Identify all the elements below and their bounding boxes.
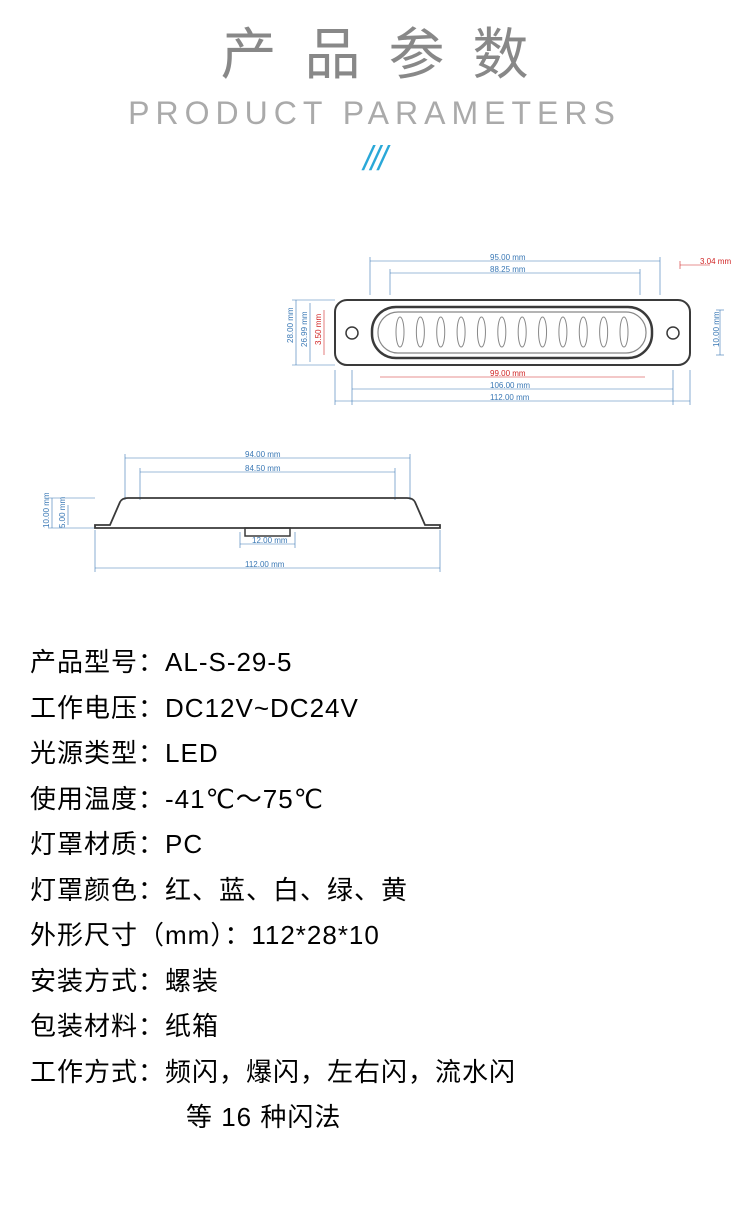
spec-label: 工作方式： xyxy=(30,1057,165,1087)
spec-label: 灯罩材质： xyxy=(30,829,165,859)
dim-left2: 26.99 mm xyxy=(300,311,309,347)
front-view-svg xyxy=(280,255,740,415)
spec-row: 光源类型：LED xyxy=(30,731,720,777)
dim-top1: 95.00 mm xyxy=(490,253,526,262)
spec-value: 螺装 xyxy=(165,966,219,996)
spec-value: DC12V~DC24V xyxy=(165,693,359,723)
side-dim-bot1: 12.00 mm xyxy=(252,536,288,545)
spec-value: 频闪，爆闪，左右闪，流水闪 xyxy=(165,1057,516,1087)
side-dim-top1: 94.00 mm xyxy=(245,450,281,459)
spec-value: -41℃～75℃ xyxy=(165,784,324,814)
spec-row: 灯罩材质：PC xyxy=(30,822,720,868)
title-english: PRODUCT PARAMETERS xyxy=(0,95,749,132)
spec-label: 使用温度： xyxy=(30,784,165,814)
dim-bot1: 106.00 mm xyxy=(490,381,530,390)
dim-right1: 10.00 mm xyxy=(712,311,721,347)
spec-row: 安装方式：螺装 xyxy=(30,959,720,1005)
spec-value: LED xyxy=(165,738,219,768)
spec-row: 工作方式：频闪，爆闪，左右闪，流水闪 xyxy=(30,1050,720,1096)
spec-row: 外形尺寸（mm）：112*28*10 xyxy=(30,913,720,959)
spec-value: 纸箱 xyxy=(165,1011,219,1041)
spec-label: 外形尺寸（mm）： xyxy=(30,920,251,950)
side-dim-bot2: 112.00 mm xyxy=(245,560,284,569)
dim-bot2: 112.00 mm xyxy=(490,393,529,402)
spec-label: 灯罩颜色： xyxy=(30,875,165,905)
dim-left-red: 3.50 mm xyxy=(314,314,323,345)
spec-row: 工作电压：DC12V~DC24V xyxy=(30,686,720,732)
spec-label: 光源类型： xyxy=(30,738,165,768)
dim-top2: 88.25 mm xyxy=(490,265,526,274)
spec-value: PC xyxy=(165,829,203,859)
spec-continuation: 等 16 种闪法 xyxy=(30,1095,720,1141)
spec-list: 产品型号：AL-S-29-5 工作电压：DC12V~DC24V 光源类型：LED… xyxy=(30,640,720,1141)
dim-right-red: 3.04 mm xyxy=(700,257,731,266)
header: 产品参数 PRODUCT PARAMETERS /// xyxy=(0,0,749,179)
spec-row: 包装材料：纸箱 xyxy=(30,1004,720,1050)
spec-row: 使用温度：-41℃～75℃ xyxy=(30,777,720,823)
spec-value: 112*28*10 xyxy=(251,920,380,950)
diagram-side-view: 94.00 mm 84.50 mm 10.00 mm 5.00 mm 12.00… xyxy=(40,450,470,590)
side-dim-left2: 5.00 mm xyxy=(58,497,67,528)
spec-label: 工作电压： xyxy=(30,693,165,723)
dim-bot-red: 99.00 mm xyxy=(490,369,526,378)
spec-row: 灯罩颜色：红、蓝、白、绿、黄 xyxy=(30,868,720,914)
side-dim-left1: 10.00 mm xyxy=(42,492,51,528)
spec-value: 红、蓝、白、绿、黄 xyxy=(165,875,408,905)
side-dim-top2: 84.50 mm xyxy=(245,464,281,473)
title-chinese: 产品参数 xyxy=(0,10,749,91)
spec-value: AL-S-29-5 xyxy=(165,647,293,677)
spec-row: 产品型号：AL-S-29-5 xyxy=(30,640,720,686)
dim-left1: 28.00 mm xyxy=(286,307,295,343)
diagram-front-view: 95.00 mm 88.25 mm 3.04 mm 28.00 mm 26.99… xyxy=(280,255,740,415)
spec-label: 安装方式： xyxy=(30,966,165,996)
spec-label: 包装材料： xyxy=(30,1011,165,1041)
slash-decoration: /// xyxy=(0,140,749,179)
spec-label: 产品型号： xyxy=(30,647,165,677)
